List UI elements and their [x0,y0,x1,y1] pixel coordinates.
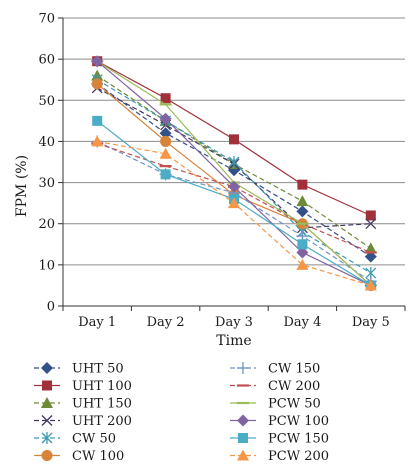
y-tick-label: 10 [38,258,55,273]
legend-label: CW 150 [268,362,320,377]
legend-item: UHT 200 [34,414,132,429]
legend-item: CW 100 [34,449,124,464]
data-point [159,127,172,140]
data-point [229,134,239,145]
data-point [160,169,171,180]
data-point [364,250,377,263]
legend-label: UHT 150 [72,397,132,412]
legend-marker [41,415,53,426]
y-tick-label: 70 [38,12,55,27]
x-tick-label: Day 5 [352,315,390,330]
legend-label: UHT 200 [72,414,132,429]
legend-item: CW 50 [34,432,116,447]
data-point [296,246,309,259]
legend-label: UHT 50 [72,362,124,377]
legend-marker [41,432,53,444]
data-point [365,210,376,221]
marker-stroke [41,415,53,426]
x-tick-label: Day 3 [215,315,253,330]
legend-item: UHT 150 [34,397,132,412]
data-point [92,115,103,126]
data-point [365,218,377,230]
legend-label: PCW 50 [268,397,321,412]
legend: UHT 50 UHT 100 UHT 150 UHT 200 CW 50 CW 100 CW… [34,362,329,464]
legend-label: CW 200 [268,379,320,394]
legend-marker [41,397,53,408]
series-0 [91,77,377,263]
x-tick-label: Day 4 [283,315,321,330]
series-11 [91,135,377,291]
y-tick-label: 50 [38,94,55,109]
legend-item: CW 150 [230,362,320,377]
data-point [296,195,309,207]
legend-marker [42,380,52,391]
y-tick-label: 60 [38,53,55,68]
y-axis-title: FPM (%) [14,155,30,217]
x-tick-label: Day 1 [78,315,116,330]
legend-marker [238,433,248,443]
legend-item: PCW 200 [230,449,329,464]
data-point [91,135,104,147]
data-point [228,156,240,168]
y-tick-label: 20 [38,217,55,232]
legend-label: PCW 100 [268,414,329,429]
y-tick-label: 0 [47,300,55,315]
data-point [91,78,103,90]
data-point [297,239,308,250]
legend-label: PCW 150 [268,432,329,447]
series-line [96,79,372,274]
data-point [297,179,308,190]
legend-label: PCW 200 [268,449,329,464]
data-point [296,205,309,218]
legend-label: CW 100 [72,449,124,464]
axes [58,17,406,311]
data-point [159,112,172,125]
legend-marker [237,449,249,461]
legend-label: CW 50 [72,432,116,447]
data-point [160,135,172,147]
series-4 [91,73,377,280]
x-tick-label: Day 2 [147,315,185,330]
y-tick-label: 40 [38,135,55,150]
data-point [364,279,377,291]
legend-item: UHT 100 [34,379,132,394]
legend-marker [237,362,249,374]
marker-stroke [365,218,377,230]
data-point [296,258,309,270]
legend-item: PCW 150 [230,432,329,447]
legend-label: UHT 100 [72,379,132,394]
data-point [228,197,240,209]
legend-item: UHT 50 [34,362,124,377]
legend-item: PCW 100 [230,414,329,429]
data-point [91,55,104,68]
legend-item: PCW 50 [230,397,321,412]
data-point [160,93,171,104]
series-line [97,142,372,254]
y-tick-label: 30 [38,176,55,191]
legend-item: CW 200 [230,379,320,394]
data-point [228,180,240,193]
legend-marker [237,414,249,427]
legend-marker [41,450,53,461]
legend-marker [41,362,53,374]
data-point [159,147,172,159]
x-axis-title: Time [216,333,251,349]
series-layer [91,55,377,292]
tick-labels: 0 10 20 30 40 50 60 70 Day 1 Day 2 Day 3 Day 4 Day 5 [38,12,389,331]
